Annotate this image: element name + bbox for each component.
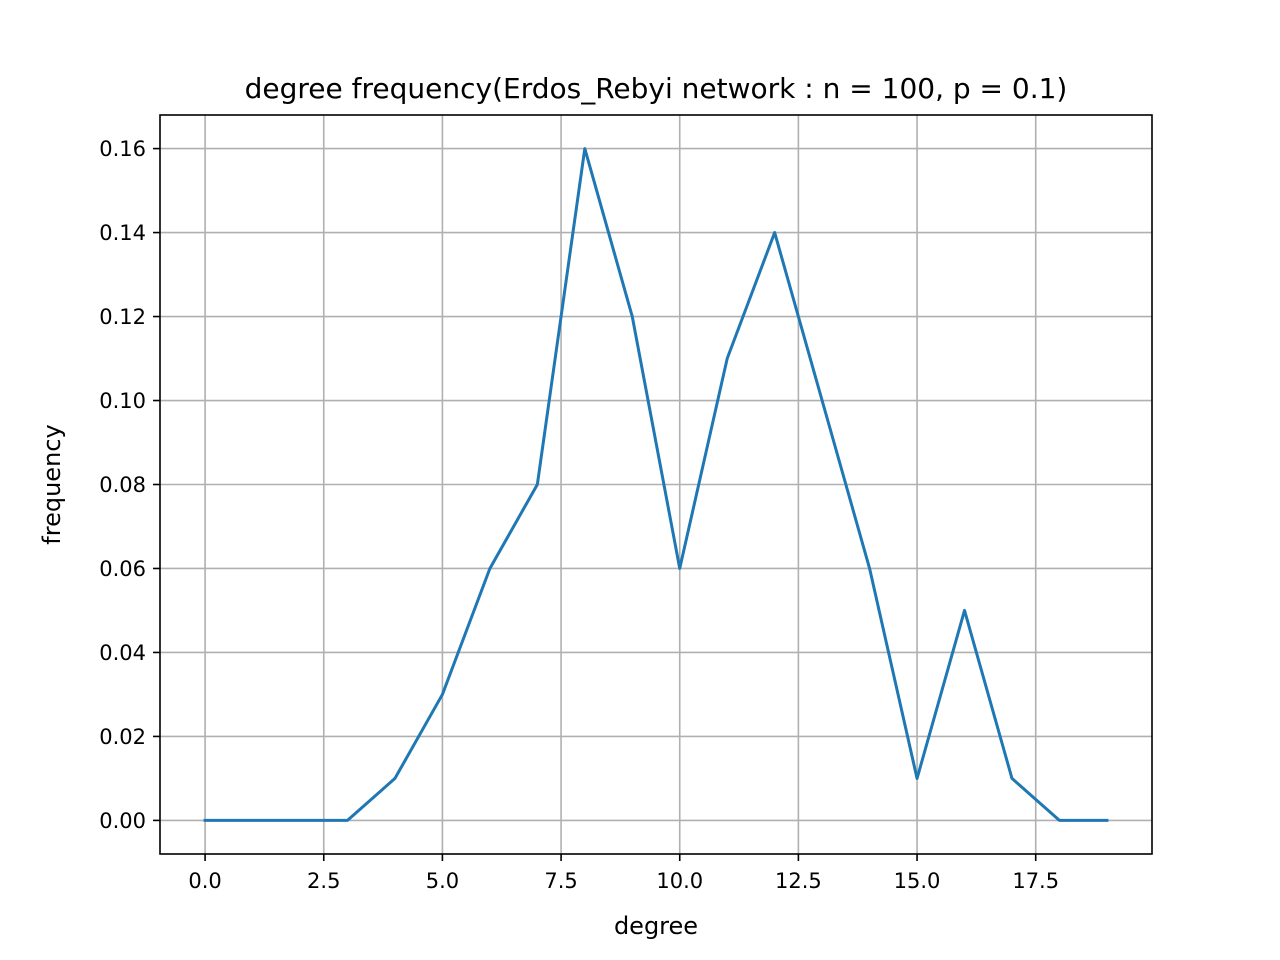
x-tick-label: 7.5 bbox=[544, 869, 577, 893]
y-tick-label: 0.06 bbox=[99, 557, 146, 581]
y-tick-label: 0.04 bbox=[99, 641, 146, 665]
axis-ticks: 0.0 2.5 5.0 7.5 10.0 12.5 15.0 17.5 0.00 0.02 0.04… bbox=[99, 137, 1059, 893]
y-tick-label: 0.10 bbox=[99, 389, 146, 413]
x-tick-label: 0.0 bbox=[188, 869, 221, 893]
y-tick-label: 0.14 bbox=[99, 221, 146, 245]
x-tick-label: 12.5 bbox=[775, 869, 822, 893]
x-axis-label: degree bbox=[614, 912, 698, 940]
series-line bbox=[203, 147, 1109, 822]
y-tick-label: 0.08 bbox=[99, 473, 146, 497]
grid bbox=[160, 115, 1152, 854]
y-tick-label: 0.02 bbox=[99, 725, 146, 749]
series-layer bbox=[203, 147, 1109, 822]
chart-title: degree frequency(Erdos_Rebyi network : n… bbox=[245, 72, 1068, 105]
x-tick-label: 5.0 bbox=[426, 869, 459, 893]
x-tick-label: 2.5 bbox=[307, 869, 340, 893]
y-axis-label: frequency bbox=[38, 424, 66, 544]
y-tick-label: 0.16 bbox=[99, 137, 146, 161]
x-tick-label: 15.0 bbox=[894, 869, 941, 893]
x-tick-label: 17.5 bbox=[1012, 869, 1059, 893]
y-tick-label: 0.00 bbox=[99, 809, 146, 833]
x-tick-label: 10.0 bbox=[656, 869, 703, 893]
y-tick-label: 0.12 bbox=[99, 305, 146, 329]
